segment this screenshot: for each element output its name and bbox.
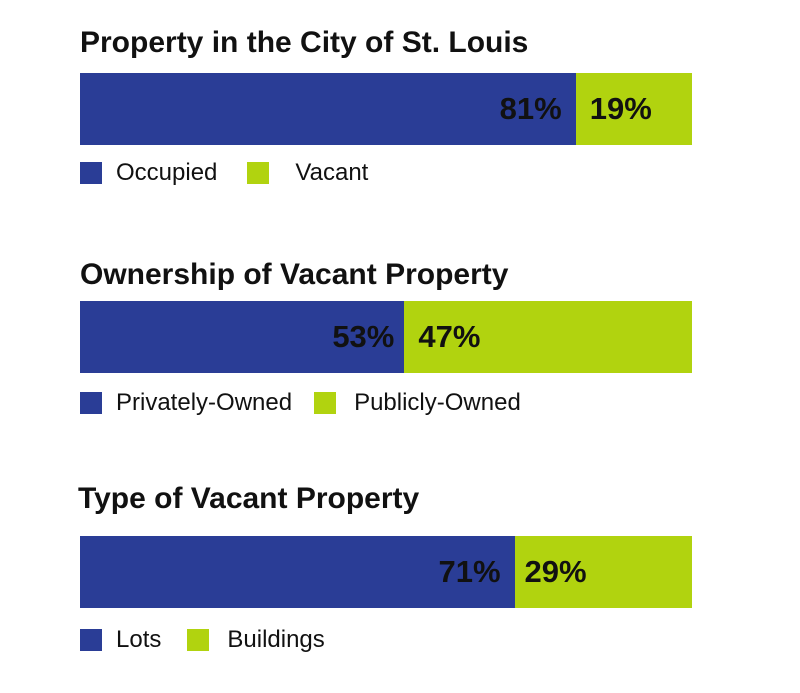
legend-label-buildings: Buildings xyxy=(227,626,325,653)
bar-segment-publicly-owned: 47% xyxy=(404,301,692,373)
legend-swatch-lots xyxy=(80,629,102,651)
legend-swatch-vacant xyxy=(247,162,270,184)
legend-swatch-buildings xyxy=(187,629,210,651)
legend-label-vacant: Vacant xyxy=(295,159,369,186)
stacked-bar: 53% 47% xyxy=(80,301,692,373)
chart-title: Type of Vacant Property xyxy=(78,482,420,515)
legend: Privately-Owned Publicly-Owned xyxy=(80,389,521,416)
bar-segment-vacant: 19% xyxy=(575,73,692,145)
bar-segment-buildings: 29% xyxy=(514,536,692,608)
stacked-bar: 81% 19% xyxy=(80,73,692,145)
chart-title: Ownership of Vacant Property xyxy=(80,258,509,291)
legend-label-privately-owned: Privately-Owned xyxy=(116,389,293,416)
chart-title: Property in the City of St. Louis xyxy=(80,26,529,59)
data-label-publicly-owned: 47% xyxy=(418,319,481,354)
data-label-occupied: 81% xyxy=(499,91,562,126)
legend-label-occupied: Occupied xyxy=(116,159,218,186)
bar-segment-occupied: 81% xyxy=(80,73,576,145)
data-label-vacant: 19% xyxy=(589,91,652,126)
legend: Lots Buildings xyxy=(80,626,325,653)
legend-swatch-occupied xyxy=(80,162,102,184)
legend-swatch-privately-owned xyxy=(80,392,102,414)
legend: Occupied Vacant xyxy=(80,159,369,186)
legend-swatch-publicly-owned xyxy=(314,392,337,414)
bar-segment-lots: 71% xyxy=(80,536,515,608)
legend-label-lots: Lots xyxy=(116,626,162,653)
data-label-lots: 71% xyxy=(438,554,501,589)
data-label-privately-owned: 53% xyxy=(332,319,395,354)
legend-label-publicly-owned: Publicly-Owned xyxy=(354,389,521,416)
data-label-buildings: 29% xyxy=(524,554,587,589)
bar-segment-privately-owned: 53% xyxy=(80,301,405,373)
stacked-bar: 71% 29% xyxy=(80,536,692,608)
